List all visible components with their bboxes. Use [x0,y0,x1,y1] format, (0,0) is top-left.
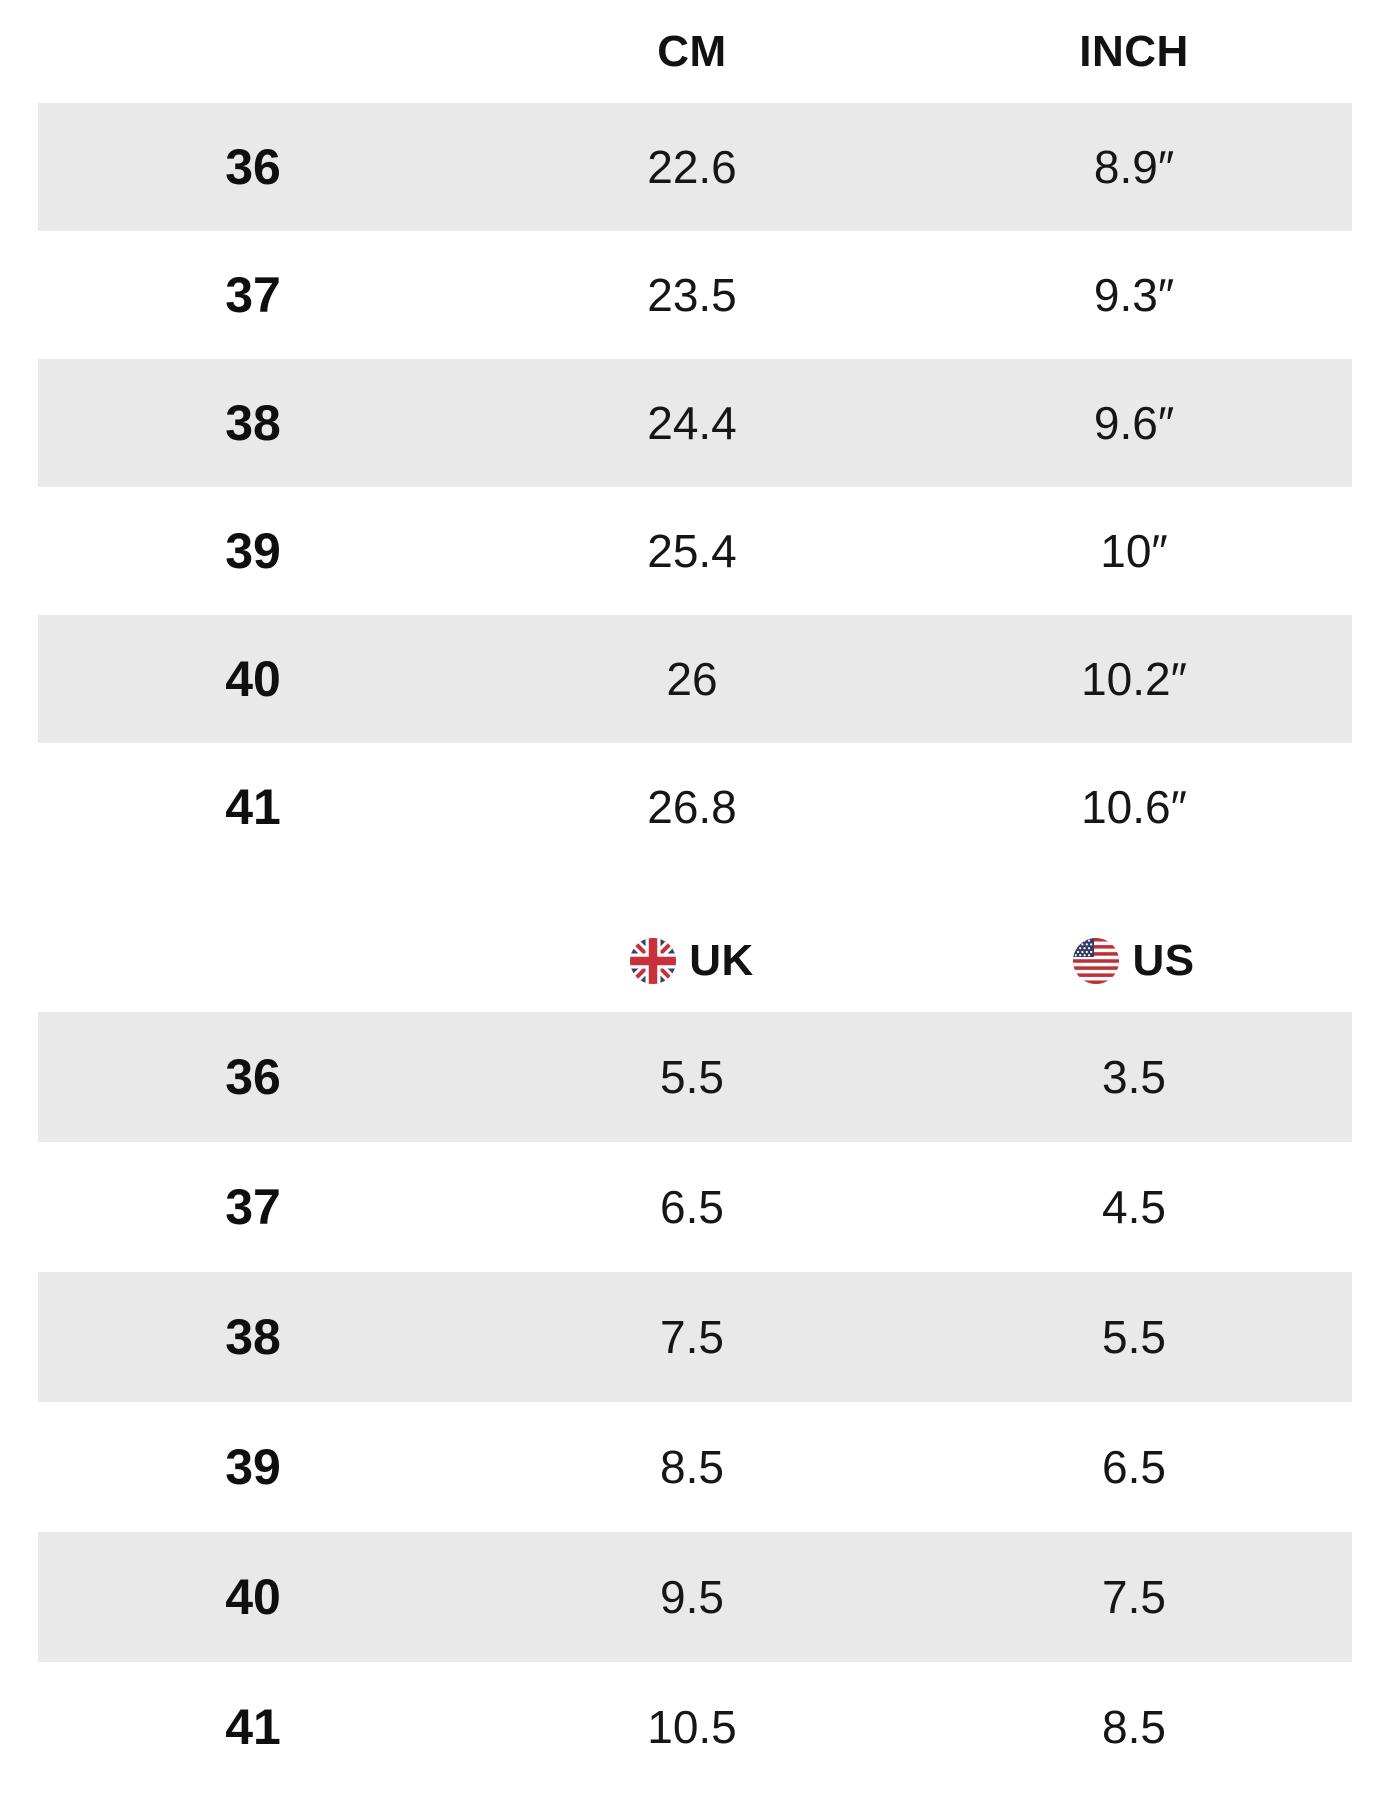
us-cell: 6.5 [1102,1441,1166,1493]
inch-cell: 9.3″ [1093,269,1175,321]
size-conversion-chart: CM INCH 36 22.6 8.9″ 37 23.5 9.3″ 38 24.… [38,0,1352,1792]
table-row: 37 6.5 4.5 [38,1142,1352,1272]
table-row: 40 26 10.2″ [38,615,1352,743]
table-row: 38 7.5 5.5 [38,1272,1352,1402]
uk-column-header: UK [468,936,916,986]
uk-flag-icon [630,937,677,984]
eu-size-cell: 41 [225,779,281,835]
us-cell: 3.5 [1102,1051,1166,1103]
us-cell: 5.5 [1102,1311,1166,1363]
us-cell: 7.5 [1102,1571,1166,1623]
uk-cell: 6.5 [660,1181,724,1233]
us-cell: 8.5 [1102,1701,1166,1753]
eu-size-cell: 39 [225,523,281,579]
inch-cell: 10″ [1100,525,1168,577]
eu-size-cell: 37 [225,267,281,323]
cm-cell: 23.5 [647,269,737,321]
table-row: 36 22.6 8.9″ [38,103,1352,231]
uk-cell: 10.5 [647,1701,737,1753]
table1-body: 36 22.6 8.9″ 37 23.5 9.3″ 38 24.4 9.6″ 3… [38,103,1352,871]
eu-size-cell: 41 [225,1699,281,1755]
cm-cell: 22.6 [647,141,737,193]
cm-column-header: CM [657,26,727,76]
eu-size-cell: 38 [225,1309,281,1365]
us-flag-icon [1073,937,1120,984]
eu-size-cell: 40 [225,1569,281,1625]
table-row: 39 8.5 6.5 [38,1402,1352,1532]
us-column-header: US [916,936,1352,986]
inch-cell: 10.6″ [1081,781,1187,833]
inch-column-header: INCH [1079,26,1189,76]
cm-cell: 26 [666,653,718,705]
cm-cell: 26.8 [647,781,737,833]
table-row: 38 24.4 9.6″ [38,359,1352,487]
eu-size-cell: 36 [225,1049,281,1105]
us-column-label: US [1132,935,1195,985]
table2-header: UK [38,871,1352,1012]
table-row: 40 9.5 7.5 [38,1532,1352,1662]
table2-body: 36 5.5 3.5 37 6.5 4.5 38 7.5 5.5 39 8.5 … [38,1012,1352,1792]
table-row: 36 5.5 3.5 [38,1012,1352,1142]
uk-cell: 7.5 [660,1311,724,1363]
table-row: 41 26.8 10.6″ [38,743,1352,871]
eu-size-cell: 38 [225,395,281,451]
eu-size-cell: 39 [225,1439,281,1495]
eu-size-cell: 36 [225,139,281,195]
us-cell: 4.5 [1102,1181,1166,1233]
eu-size-cell: 40 [225,651,281,707]
eu-size-cell: 37 [225,1179,281,1235]
uk-cell: 5.5 [660,1051,724,1103]
inch-cell: 10.2″ [1081,653,1187,705]
table-row: 37 23.5 9.3″ [38,231,1352,359]
cm-cell: 24.4 [647,397,737,449]
table-row: 41 10.5 8.5 [38,1662,1352,1792]
table-row: 39 25.4 10″ [38,487,1352,615]
table1-header: CM INCH [38,0,1352,103]
cm-cell: 25.4 [647,525,737,577]
uk-cell: 9.5 [660,1571,724,1623]
uk-column-label: UK [689,935,754,985]
inch-cell: 9.6″ [1093,397,1175,449]
inch-cell: 8.9″ [1093,141,1175,193]
uk-cell: 8.5 [660,1441,724,1493]
